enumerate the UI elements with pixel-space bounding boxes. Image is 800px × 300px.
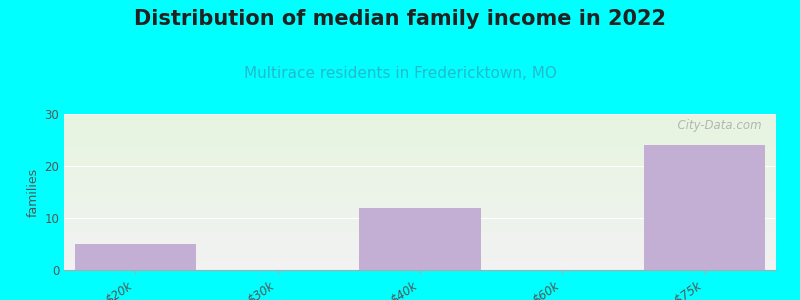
Bar	[74, 244, 196, 270]
Text: Multirace residents in Fredericktown, MO: Multirace residents in Fredericktown, MO	[243, 66, 557, 81]
Text: Distribution of median family income in 2022: Distribution of median family income in …	[134, 9, 666, 29]
Bar	[644, 145, 766, 270]
Text: City-Data.com: City-Data.com	[670, 119, 762, 132]
Bar	[359, 208, 481, 270]
Y-axis label: families: families	[27, 167, 40, 217]
